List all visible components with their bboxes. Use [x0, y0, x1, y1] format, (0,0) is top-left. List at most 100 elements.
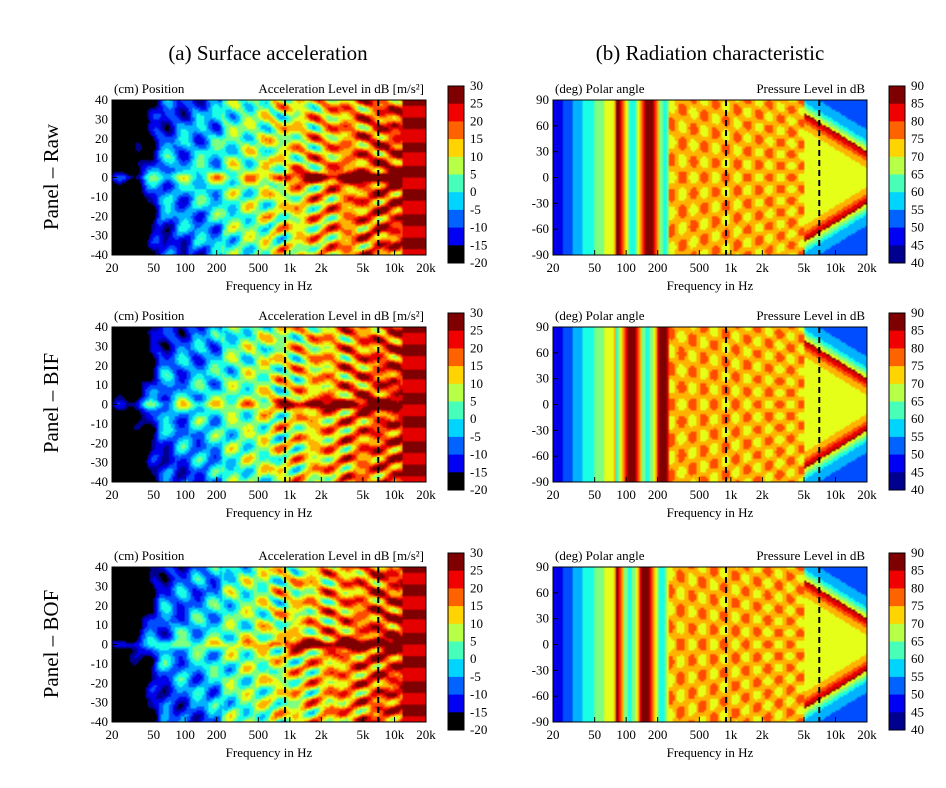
colorbar-tick-label: 25 [470, 563, 483, 578]
heatmap-panel: (deg) Polar angle Pressure Level in dB 20 5… [532, 545, 924, 760]
heatmap-panel: (cm) Position Acceleration Level in dB [m… [91, 305, 488, 520]
heatmap-image [553, 100, 867, 255]
y-tick-label: -20 [91, 675, 108, 690]
y-tick-label: 30 [536, 144, 549, 159]
colorbar-tick-label: -5 [470, 429, 481, 444]
colorbar-tick-label: 90 [911, 305, 924, 320]
y-tick-label: 40 [95, 559, 108, 574]
y-tick-label: 40 [95, 92, 108, 107]
colorbar-tick-label: 55 [911, 202, 924, 217]
panel-value-label: Acceleration Level in dB [m/s²] [258, 548, 424, 563]
y-tick-label: -90 [532, 714, 549, 729]
colorbar-tick-label: 85 [911, 563, 924, 578]
y-tick-label: -20 [91, 435, 108, 450]
x-tick-label: 20 [547, 487, 560, 502]
colorbar-band [448, 641, 464, 660]
colorbar-band [448, 139, 464, 158]
colorbar-band [448, 436, 464, 456]
panel-axis-title: (deg) Polar angle [555, 308, 645, 323]
x-tick-label: 10k [385, 260, 405, 275]
y-tick-label: 30 [95, 338, 108, 353]
panel-axis-title: (cm) Position [114, 81, 185, 96]
colorbar-tick-label: 90 [911, 78, 924, 93]
panel-value-label: Pressure Level in dB [756, 308, 865, 323]
colorbar-tick-label: 70 [911, 616, 924, 631]
x-axis-label: Frequency in Hz [226, 278, 313, 293]
colorbar-band [889, 553, 905, 572]
y-tick-label: -60 [532, 221, 549, 236]
x-tick-label: 200 [648, 487, 668, 502]
colorbar-band [889, 588, 905, 607]
heatmap-panel: (cm) Position Acceleration Level in dB [m… [91, 545, 488, 760]
column-title-a: (a) Surface acceleration [168, 41, 368, 65]
colorbar-tick-label: 55 [911, 429, 924, 444]
x-tick-label: 100 [616, 260, 636, 275]
x-tick-label: 1k [283, 487, 297, 502]
x-tick-label: 500 [690, 260, 710, 275]
colorbar-band [448, 623, 464, 642]
colorbar-tick-label: 55 [911, 669, 924, 684]
colorbar-band [889, 454, 905, 473]
x-tick-label: 20k [416, 487, 436, 502]
x-tick-label: 50 [588, 487, 601, 502]
column-title-b: (b) Radiation characteristic [596, 41, 825, 65]
colorbar-band [889, 86, 905, 105]
y-tick-label: -20 [91, 208, 108, 223]
x-tick-label: 100 [616, 487, 636, 502]
colorbar-tick-label: 85 [911, 96, 924, 111]
colorbar-tick-label: 80 [911, 580, 924, 595]
colorbar-band [448, 419, 464, 438]
colorbar-tick-label: 50 [911, 220, 924, 235]
y-tick-label: -40 [91, 247, 108, 262]
colorbar-tick-label: 10 [470, 376, 483, 391]
heatmap-image [112, 327, 426, 482]
x-tick-label: 20 [106, 487, 119, 502]
x-tick-label: 5k [797, 487, 811, 502]
x-tick-label: 100 [616, 727, 636, 742]
x-tick-label: 200 [648, 260, 668, 275]
colorbar-tick-label: 15 [470, 131, 483, 146]
panel-value-label: Acceleration Level in dB [m/s²] [258, 81, 424, 96]
colorbar-band [889, 192, 905, 211]
colorbar-tick-label: -5 [470, 669, 481, 684]
colorbar-tick-label: 25 [470, 96, 483, 111]
x-tick-label: 5k [356, 487, 370, 502]
y-tick-label: 0 [543, 397, 550, 412]
colorbar-band [889, 436, 905, 456]
x-tick-label: 2k [315, 487, 329, 502]
x-tick-label: 20k [857, 727, 877, 742]
x-axis-label: Frequency in Hz [667, 505, 754, 520]
x-tick-label: 20k [857, 487, 877, 502]
colorbar-tick-label: 30 [470, 78, 483, 93]
colorbar-tick-label: 70 [911, 376, 924, 391]
colorbar-band [448, 383, 464, 402]
colorbar-tick-label: 0 [470, 411, 477, 426]
x-tick-label: 1k [724, 727, 738, 742]
y-tick-label: 60 [536, 345, 549, 360]
colorbar-tick-label: 90 [911, 545, 924, 560]
heatmap-image [553, 567, 867, 722]
x-axis-label: Frequency in Hz [226, 745, 313, 760]
x-tick-label: 10k [826, 260, 846, 275]
x-tick-label: 1k [283, 727, 297, 742]
colorbar-band [889, 348, 905, 367]
colorbar-tick-label: 40 [911, 482, 924, 497]
x-tick-label: 1k [283, 260, 297, 275]
y-tick-label: -60 [532, 448, 549, 463]
colorbar-tick-label: 65 [911, 394, 924, 409]
colorbar-band [448, 330, 464, 349]
y-tick-label: 0 [102, 397, 109, 412]
colorbar-tick-label: -10 [470, 447, 487, 462]
colorbar-band [889, 570, 905, 589]
colorbar-band [448, 454, 464, 473]
colorbar-band [448, 227, 464, 246]
colorbar-tick-label: 5 [470, 394, 477, 409]
y-tick-label: -90 [532, 247, 549, 262]
y-tick-label: 40 [95, 319, 108, 334]
y-tick-label: 0 [543, 170, 550, 185]
x-tick-label: 20 [547, 260, 560, 275]
panel-value-label: Pressure Level in dB [756, 81, 865, 96]
x-tick-label: 10k [826, 727, 846, 742]
y-tick-label: 0 [102, 637, 109, 652]
colorbar-band [448, 570, 464, 589]
